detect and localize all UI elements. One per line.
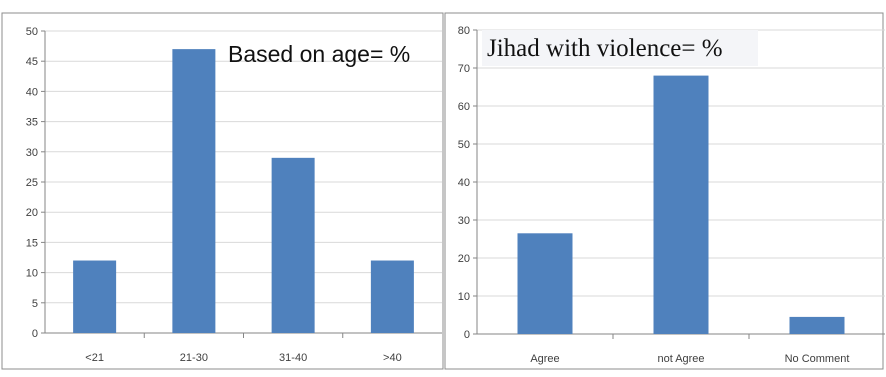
y-tick-label: 10 (458, 291, 470, 303)
x-tick-label: Agree (530, 353, 559, 365)
jihad-chart-title: Jihad with violence= % (487, 35, 723, 62)
y-tick-label: 35 (26, 117, 38, 129)
bar (653, 75, 709, 334)
x-tick-label: 31-40 (279, 352, 307, 364)
y-tick-label: 45 (26, 56, 38, 68)
bar (73, 260, 117, 333)
y-tick-label: 0 (464, 329, 470, 341)
bar (370, 260, 414, 333)
y-tick-label: 80 (458, 25, 470, 37)
y-tick-label: 30 (26, 147, 38, 159)
bar (517, 233, 573, 334)
x-tick-label: 21-30 (180, 352, 208, 364)
y-tick-label: 70 (458, 63, 470, 75)
x-tick-label: not Agree (657, 353, 704, 365)
y-tick-label: 20 (26, 207, 38, 219)
y-tick-label: 30 (458, 215, 470, 227)
y-tick-label: 40 (458, 177, 470, 189)
x-tick-label: >40 (383, 352, 402, 364)
jihad-violence-chart: 0 10 20 30 40 50 60 70 80 Agree not Agree No Commen… (458, 25, 885, 365)
age-chart: 0 5 10 15 20 25 30 35 40 45 50 <21 21-30 31-40 >40 (26, 26, 442, 364)
age-chart-title: Based on age= % (228, 41, 410, 67)
right-title-background (482, 30, 758, 66)
y-tick-label: 40 (26, 86, 38, 98)
y-tick-label: 15 (26, 237, 38, 249)
y-tick-label: 60 (458, 101, 470, 113)
x-tick-label: <21 (85, 352, 104, 364)
y-tick-label: 25 (26, 177, 38, 189)
y-tick-label: 5 (32, 298, 38, 310)
y-tick-label: 50 (458, 139, 470, 151)
x-tick-label: No Comment (785, 353, 850, 365)
y-tick-label: 20 (458, 253, 470, 265)
bar (789, 316, 845, 334)
y-tick-label: 50 (26, 26, 38, 38)
y-tick-label: 10 (26, 268, 38, 280)
y-tick-label: 0 (32, 328, 38, 340)
bar (172, 49, 216, 334)
bar (271, 157, 315, 333)
